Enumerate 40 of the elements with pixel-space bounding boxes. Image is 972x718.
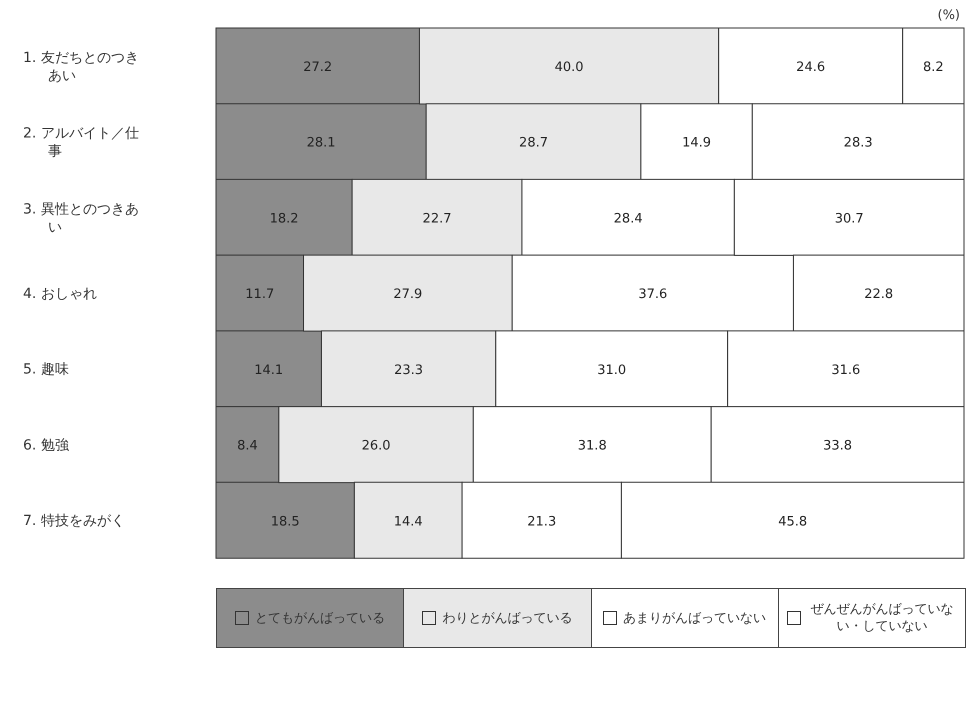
data-label: 14.9 — [682, 136, 712, 151]
data-label: 14.4 — [394, 514, 423, 530]
data-label: 27.2 — [303, 60, 332, 75]
y-tick-label: 6. 勉強 — [23, 437, 69, 454]
legend-label: ぜんぜんがんばっていない・していない — [809, 601, 954, 635]
legend-label: あまりがんばっていない — [623, 610, 766, 626]
data-label: 37.6 — [638, 287, 668, 302]
data-label: 23.3 — [394, 362, 424, 378]
data-label: 31.8 — [578, 438, 607, 454]
data-label: 28.3 — [844, 136, 873, 151]
data-label: 30.7 — [834, 211, 864, 226]
data-label: 31.6 — [831, 362, 860, 378]
data-label: 21.3 — [527, 514, 556, 530]
y-tick-label: 3. 異性とのつきあい — [23, 201, 139, 236]
data-label: 28.1 — [306, 136, 336, 151]
legend-label: わりとがんばっている — [442, 610, 572, 626]
y-tick-label: 7. 特技をみがく — [23, 513, 125, 530]
data-label: 22.8 — [864, 287, 894, 302]
data-label: 11.7 — [245, 287, 274, 302]
data-label: 14.1 — [254, 362, 284, 378]
legend-label: とてもがんばっている — [255, 610, 386, 626]
data-label: 45.8 — [778, 514, 808, 530]
y-tick-label: 4. おしゃれ — [23, 286, 97, 302]
data-label: 24.6 — [796, 60, 826, 75]
y-tick-label: 1. 友だちとのつきあい — [23, 50, 139, 84]
data-label: 31.0 — [597, 362, 626, 378]
data-label: 26.0 — [362, 438, 391, 454]
data-label: 28.4 — [614, 211, 643, 226]
data-label: 8.4 — [237, 438, 258, 454]
data-label: 22.7 — [422, 211, 452, 226]
data-label: 8.2 — [922, 60, 944, 75]
data-label: 27.9 — [393, 287, 422, 302]
data-label: 18.2 — [270, 211, 299, 226]
data-label: 33.8 — [823, 438, 852, 454]
data-label: 40.0 — [554, 60, 584, 75]
data-label: 28.7 — [519, 136, 548, 151]
y-tick-label: 2. アルバイト／仕事 — [23, 126, 139, 160]
y-tick-label: 5. 趣味 — [23, 362, 69, 378]
text: (%) — [938, 8, 960, 23]
data-label: 18.5 — [270, 514, 300, 530]
